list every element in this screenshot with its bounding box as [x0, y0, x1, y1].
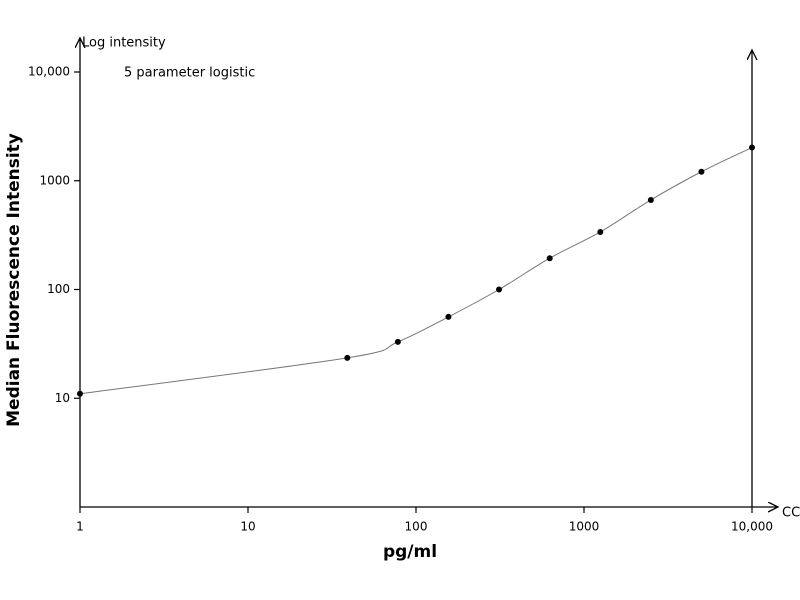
data-point	[496, 286, 503, 293]
data-point	[698, 168, 705, 175]
data-point	[445, 313, 452, 320]
data-point	[647, 196, 654, 203]
data-point	[77, 390, 83, 397]
fit-curve	[79, 147, 753, 395]
y-axis-label: Median Fluorescence Intensity	[4, 133, 24, 427]
x-tick-label: 10,000	[731, 520, 773, 534]
data-point	[394, 338, 401, 345]
x-axis-end-label: CC	[782, 506, 800, 521]
data-point	[597, 228, 604, 235]
y-axis-note: Log intensity	[82, 36, 166, 51]
chart-title: 5 parameter logistic	[124, 66, 255, 81]
y-tick-label: 10,000	[28, 65, 70, 79]
x-tick-label: 1000	[569, 520, 600, 534]
data-point	[546, 255, 553, 262]
data-point	[344, 354, 351, 361]
x-tick-label: 1	[76, 520, 84, 534]
data-point	[749, 144, 755, 151]
x-axis-label: pg/ml	[383, 542, 437, 562]
y-tick-label: 100	[47, 282, 70, 296]
y-tick-label: 1000	[39, 173, 70, 187]
x-tick-label: 10	[240, 520, 255, 534]
y-tick-label: 10	[55, 391, 70, 405]
x-tick-label: 100	[405, 520, 428, 534]
